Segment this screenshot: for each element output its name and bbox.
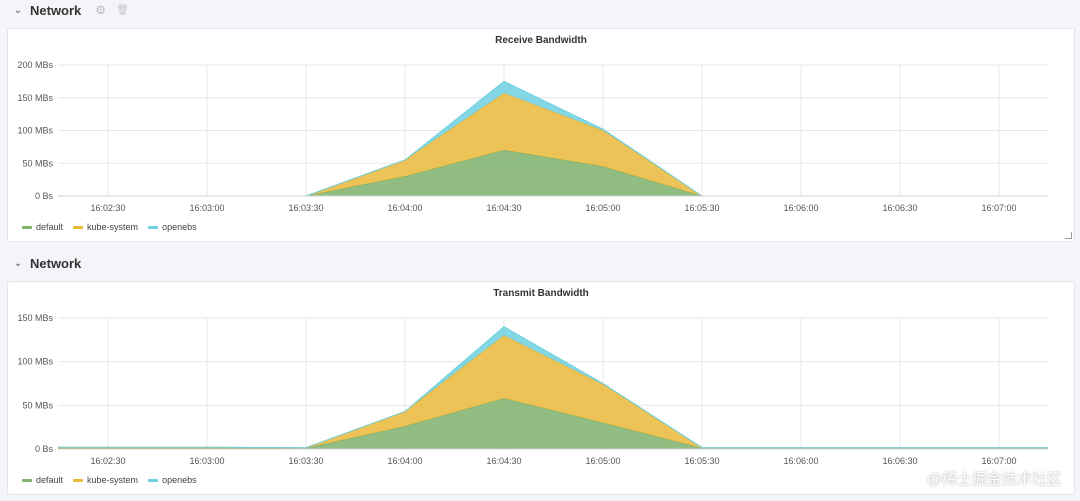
receive-bandwidth-chart: 0 Bs 50 MBs 100 MBs 150 MBs 200 MBs 16:02:30 1…	[17, 60, 1048, 213]
row-header-network-2[interactable]: ⌄ Network	[12, 253, 82, 273]
legend-label: kube-system	[87, 222, 139, 232]
area-kube-system	[58, 335, 1048, 449]
legend: default kube-system openebs	[22, 475, 197, 485]
x-tick-label: 16:03:00	[189, 203, 224, 213]
x-tick-label: 16:04:30	[486, 456, 521, 466]
resize-handle-icon[interactable]	[1065, 232, 1072, 239]
x-tick-label: 16:02:30	[90, 456, 125, 466]
x-tick-label: 16:06:00	[783, 456, 818, 466]
y-tick-label: 100 MBs	[17, 357, 53, 367]
legend-label: openebs	[162, 475, 197, 485]
y-tick-label: 0 Bs	[35, 191, 54, 201]
legend-swatch-icon	[73, 225, 84, 229]
y-tick-label: 100 MBs	[17, 126, 53, 136]
y-tick-label: 150 MBs	[17, 93, 53, 103]
x-tick-label: 16:06:30	[882, 456, 917, 466]
transmit-bandwidth-chart: 0 Bs 50 MBs 100 MBs 150 MBs 16:02:30 16:03:00…	[17, 313, 1048, 466]
legend-swatch-icon	[22, 225, 32, 229]
line-openebs	[58, 326, 1048, 449]
x-tick-label: 16:05:30	[684, 456, 719, 466]
area-kube-system	[58, 93, 1048, 196]
y-tick-label: 50 MBs	[22, 158, 53, 168]
x-tick-label: 16:04:30	[486, 203, 521, 213]
legend-item-default[interactable]: default	[22, 475, 63, 485]
y-tick-label: 0 Bs	[35, 444, 54, 454]
x-tick-label: 16:03:30	[288, 456, 323, 466]
legend-swatch-icon	[148, 478, 159, 482]
transmit-bandwidth-panel[interactable]: Transmit Bandwidth 0 Bs 50 MBs 100 MBs 150 …	[7, 281, 1075, 495]
x-tick-label: 16:06:00	[783, 203, 818, 213]
legend-label: kube-system	[87, 475, 139, 485]
chevron-down-icon[interactable]: ⌄	[13, 257, 23, 269]
row-title[interactable]: Network	[30, 255, 82, 271]
area-default	[58, 150, 1048, 196]
x-tick-label: 16:03:30	[288, 203, 323, 213]
x-tick-label: 16:07:00	[981, 456, 1016, 466]
legend-swatch-icon	[73, 478, 84, 482]
x-tick-label: 16:05:30	[684, 203, 719, 213]
trash-icon[interactable]: 🗑	[116, 4, 129, 16]
legend-label: openebs	[162, 222, 197, 232]
receive-bandwidth-panel[interactable]: Receive Bandwidth 0 Bs 50 MBs 100 MBs 150 M…	[7, 28, 1075, 242]
y-tick-label: 200 MBs	[17, 60, 53, 70]
area-default	[58, 398, 1048, 449]
legend-label: default	[36, 222, 64, 232]
y-tick-label: 50 MBs	[22, 400, 53, 410]
legend-item-default[interactable]: default	[22, 222, 63, 232]
legend-item-openebs[interactable]: openebs	[148, 475, 197, 485]
x-tick-label: 16:05:00	[585, 456, 620, 466]
x-tick-label: 16:06:30	[882, 203, 917, 213]
legend: default kube-system openebs	[22, 222, 197, 232]
legend-swatch-icon	[22, 478, 32, 482]
x-tick-label: 16:02:30	[90, 203, 125, 213]
x-tick-label: 16:07:00	[981, 203, 1016, 213]
panel-title[interactable]: Transmit Bandwidth	[493, 288, 589, 299]
x-tick-label: 16:05:00	[585, 203, 620, 213]
chevron-down-icon[interactable]: ⌄	[13, 4, 23, 16]
row-header-network-1[interactable]: ⌄ Network ⚙ 🗑	[12, 0, 129, 20]
row-title[interactable]: Network	[30, 2, 82, 18]
y-tick-label: 150 MBs	[17, 313, 53, 323]
legend-item-kube-system[interactable]: kube-system	[73, 475, 138, 485]
panel-title[interactable]: Receive Bandwidth	[495, 35, 587, 46]
legend-label: default	[36, 475, 64, 485]
x-tick-label: 16:04:00	[387, 456, 422, 466]
legend-item-kube-system[interactable]: kube-system	[73, 222, 138, 232]
watermark: @稀土掘金技术社区	[926, 471, 1062, 488]
legend-item-openebs[interactable]: openebs	[148, 222, 197, 232]
legend-swatch-icon	[148, 225, 159, 229]
gear-icon[interactable]: ⚙	[95, 3, 107, 17]
x-tick-label: 16:03:00	[189, 456, 224, 466]
x-tick-label: 16:04:00	[387, 203, 422, 213]
